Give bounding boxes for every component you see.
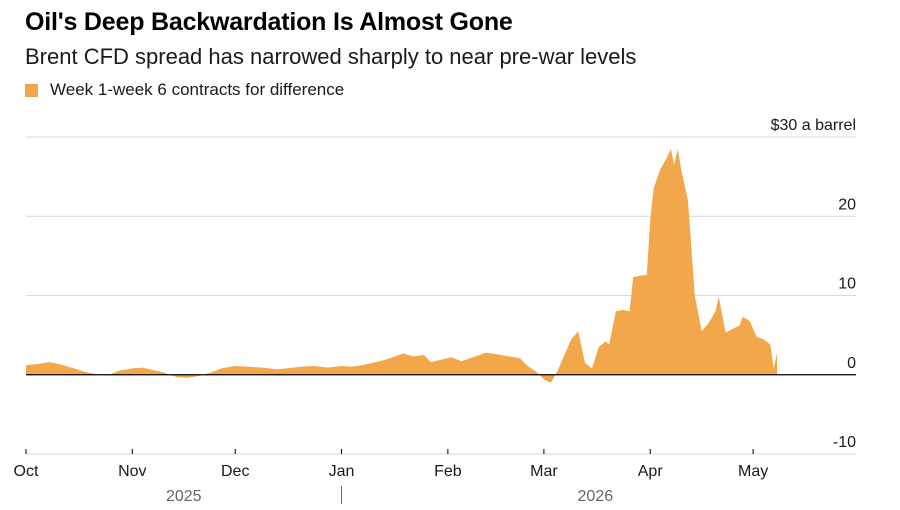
legend-swatch <box>25 83 38 97</box>
x-tick-label: Mar <box>530 463 558 480</box>
x-tick-label: Jan <box>329 463 355 480</box>
x-tick-label: Oct <box>14 463 39 480</box>
x-tick-label: Apr <box>638 463 664 480</box>
y-axis-labels: $30 a barrel 20 10 0 -10 <box>771 117 856 451</box>
y-tick-label: 0 <box>847 355 856 372</box>
legend-label: Week 1-week 6 contracts for difference <box>50 80 345 99</box>
x-tick-label: Dec <box>221 463 249 480</box>
x-tick-label: May <box>738 463 768 480</box>
y-tick-label: 10 <box>838 276 856 293</box>
x-axis: Oct Nov Dec Jan Feb Mar Apr May 2025 2026 <box>14 449 768 505</box>
year-label: 2026 <box>578 488 614 505</box>
x-tick-label: Feb <box>434 463 462 480</box>
chart-title: Oil's Deep Backwardation Is Almost Gone <box>25 8 513 36</box>
chart-subtitle: Brent CFD spread has narrowed sharply to… <box>25 44 637 69</box>
spread-area <box>26 148 778 383</box>
y-tick-label: $30 a barrel <box>771 117 856 134</box>
x-tick-label: Nov <box>118 463 146 480</box>
chart-legend: Week 1-week 6 contracts for difference <box>25 80 344 100</box>
y-tick-label: 20 <box>838 196 856 213</box>
y-tick-label: -10 <box>833 434 856 451</box>
gridlines <box>26 136 856 455</box>
area-series <box>26 148 778 383</box>
year-label: 2025 <box>166 488 202 505</box>
